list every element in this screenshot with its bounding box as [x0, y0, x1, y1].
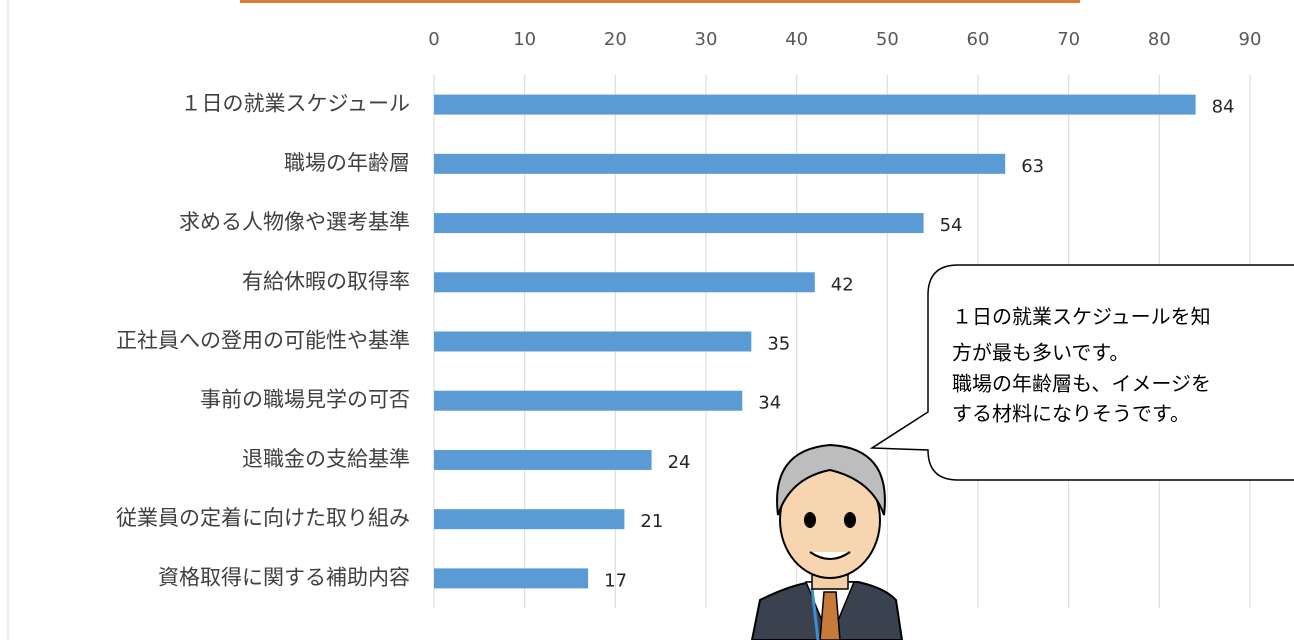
tie	[820, 592, 840, 640]
bar	[434, 509, 624, 529]
x-tick-label: 20	[604, 29, 627, 50]
x-tick-label: 70	[1057, 29, 1080, 50]
x-tick-label: 60	[967, 29, 990, 50]
category-label: 事前の職場見学の可否	[200, 388, 410, 412]
x-tick-label: 30	[695, 29, 718, 50]
category-label: 有給休暇の取得率	[242, 269, 410, 293]
page: 0 10 20 30 40 50 60 70 80 90 １日の就業スケジュール 84 職場の年齢層 6…	[0, 0, 1294, 640]
x-tick-label: 50	[876, 29, 899, 50]
value-label: 63	[1021, 156, 1044, 177]
value-label: 24	[668, 452, 691, 473]
value-label: 42	[831, 274, 854, 295]
category-label: 職場の年齢層	[284, 151, 410, 175]
bar	[434, 332, 751, 352]
bar	[434, 213, 924, 233]
eye	[844, 512, 856, 528]
annotation-line: 方が最も多いです。	[952, 341, 1129, 365]
value-label: 84	[1212, 97, 1235, 118]
category-label: 従業員の定着に向けた取り組み	[116, 506, 410, 530]
annotation-line: 職場の年齢層も、イメージを	[952, 372, 1211, 396]
category-label: 資格取得に関する補助内容	[158, 565, 410, 589]
category-label: 求める人物像や選考基準	[179, 210, 410, 234]
bar	[434, 391, 742, 411]
chart: 0 10 20 30 40 50 60 70 80 90 １日の就業スケジュール 84 職場の年齢層 6…	[0, 0, 1294, 640]
annotation-line: １日の就業スケジュールを知	[952, 305, 1211, 329]
bar	[434, 450, 652, 470]
bar	[434, 95, 1196, 115]
x-tick-label: 80	[1148, 29, 1171, 50]
accent-line	[240, 0, 1080, 3]
value-label: 35	[767, 334, 790, 355]
value-label: 34	[758, 393, 781, 414]
value-label: 21	[640, 511, 663, 532]
value-label: 54	[940, 215, 963, 236]
x-tick-label: 90	[1239, 29, 1262, 50]
annotation-line: する材料になりそうです。	[952, 402, 1190, 426]
x-tick-label: 10	[513, 29, 536, 50]
x-tick-label: 40	[785, 29, 808, 50]
bar	[434, 154, 1005, 174]
category-label: 正社員への登用の可能性や基準	[116, 329, 410, 353]
bar	[434, 272, 815, 292]
x-tick-label: 0	[428, 29, 439, 50]
value-label: 17	[604, 570, 627, 591]
eye	[804, 512, 816, 528]
bar	[434, 568, 588, 588]
category-label: 退職金の支給基準	[242, 447, 410, 471]
category-label: １日の就業スケジュール	[180, 92, 410, 116]
